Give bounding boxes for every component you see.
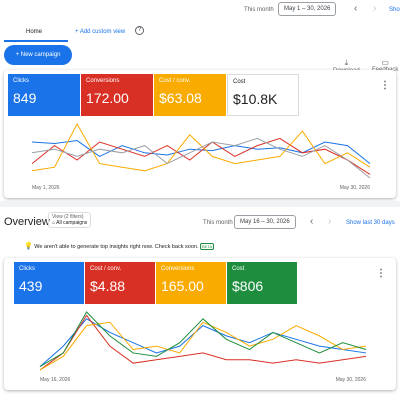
separator — [0, 201, 400, 207]
metric-name: Cost / conv. — [90, 266, 122, 272]
series-line — [31, 137, 371, 175]
metric-value: 439 — [19, 278, 43, 294]
add-view-label: Add custom view — [79, 29, 126, 35]
chart: May 16, 2026 May 30, 2026 — [39, 311, 367, 383]
next-arrow: › — [328, 216, 332, 227]
series-line — [31, 137, 371, 179]
metric-value: $10.8K — [233, 91, 278, 107]
date-range[interactable]: May 1 – 30, 2026 — [278, 2, 337, 16]
menu[interactable]: ⋮ — [380, 80, 390, 91]
metric-name: Clicks — [13, 78, 29, 84]
new-campaign-label: New campaign — [20, 52, 61, 58]
x-tick-label: May 30, 2026 — [336, 377, 367, 383]
metric-value: $4.88 — [90, 278, 126, 294]
home-tab[interactable]: Home — [26, 29, 43, 35]
metric-name: Clicks — [19, 266, 35, 272]
metric-name: Conversions — [161, 266, 195, 272]
feedback-icon: ▭ — [381, 58, 389, 67]
series-line — [39, 314, 367, 371]
metric-name: Cost / conv. — [159, 78, 191, 84]
metric-tile[interactable]: Conversions 172.00 — [81, 74, 153, 116]
metric-tile[interactable]: Cost $10.8K — [227, 74, 299, 116]
chart-card: ⋮ May 1, 2026 May 30, 2026 Clicks 849 Conve… — [4, 70, 396, 198]
download-icon: ⤓ — [344, 58, 349, 67]
tab-indicator — [4, 40, 68, 42]
date-range[interactable]: May 16 – 30, 2026 — [234, 215, 296, 229]
metric-name: Conversions — [86, 78, 120, 84]
period-label: This month — [203, 220, 233, 226]
series-line — [39, 318, 367, 367]
metric-value: $63.08 — [159, 90, 202, 106]
view-name: ⌂ All campaigns — [52, 220, 88, 226]
new-campaign[interactable]: + New campaign — [4, 45, 72, 65]
beta-badge: BETA — [200, 243, 215, 250]
metric-tile[interactable]: Cost / conv. $4.88 — [85, 262, 155, 304]
metric-tile[interactable]: Cost $806 — [227, 262, 297, 304]
metric-name: Cost — [232, 266, 245, 272]
show-last[interactable]: Show last 30 days — [346, 220, 395, 226]
series-line — [39, 311, 367, 368]
view-filter-label: View (2 filters) — [52, 214, 84, 220]
insight-icon: 💡 — [24, 243, 33, 250]
view-name-text: All campaigns — [56, 220, 88, 226]
metric-tile[interactable]: Clicks 439 — [14, 262, 84, 304]
chart: May 1, 2026 May 30, 2026 — [31, 122, 371, 191]
series-line — [31, 122, 371, 172]
menu[interactable]: ⋮ — [376, 268, 386, 279]
chart-card: ⋮ May 16, 2026 May 30, 2026 Clicks 439 Cost… — [4, 258, 396, 390]
next-arrow: › — [373, 3, 377, 14]
insight-text: We aren't able to generate top insights … — [34, 244, 199, 250]
x-tick-label: May 1, 2026 — [32, 185, 60, 191]
prev-arrow[interactable]: ‹ — [354, 3, 358, 14]
metric-value: 172.00 — [86, 90, 129, 106]
period-label: This month — [244, 7, 274, 13]
overview-title: Overview — [4, 216, 50, 228]
metric-value: 165.00 — [161, 278, 204, 294]
x-tick-label: May 30, 2026 — [340, 185, 371, 191]
metric-tile[interactable]: Cost / conv. $63.08 — [154, 74, 226, 116]
metric-value: 849 — [13, 90, 37, 106]
view-filter[interactable]: View (2 filters) ⌂ All campaigns — [48, 212, 92, 228]
prev-arrow[interactable]: ‹ — [310, 216, 314, 227]
metric-tile[interactable]: Clicks 849 — [8, 74, 80, 116]
help-icon[interactable]: ? — [135, 26, 144, 35]
insight-banner: 💡 We aren't able to generate top insight… — [24, 242, 215, 250]
x-tick-label: May 16, 2026 — [40, 377, 71, 383]
show-link[interactable]: Sho — [389, 7, 400, 13]
add-view[interactable]: + Add custom view — [75, 29, 126, 35]
series-line — [31, 140, 371, 164]
metric-tile[interactable]: Conversions 165.00 — [156, 262, 226, 304]
series-line — [39, 321, 367, 371]
metric-name: Cost — [233, 79, 246, 85]
metric-value: $806 — [232, 278, 264, 294]
